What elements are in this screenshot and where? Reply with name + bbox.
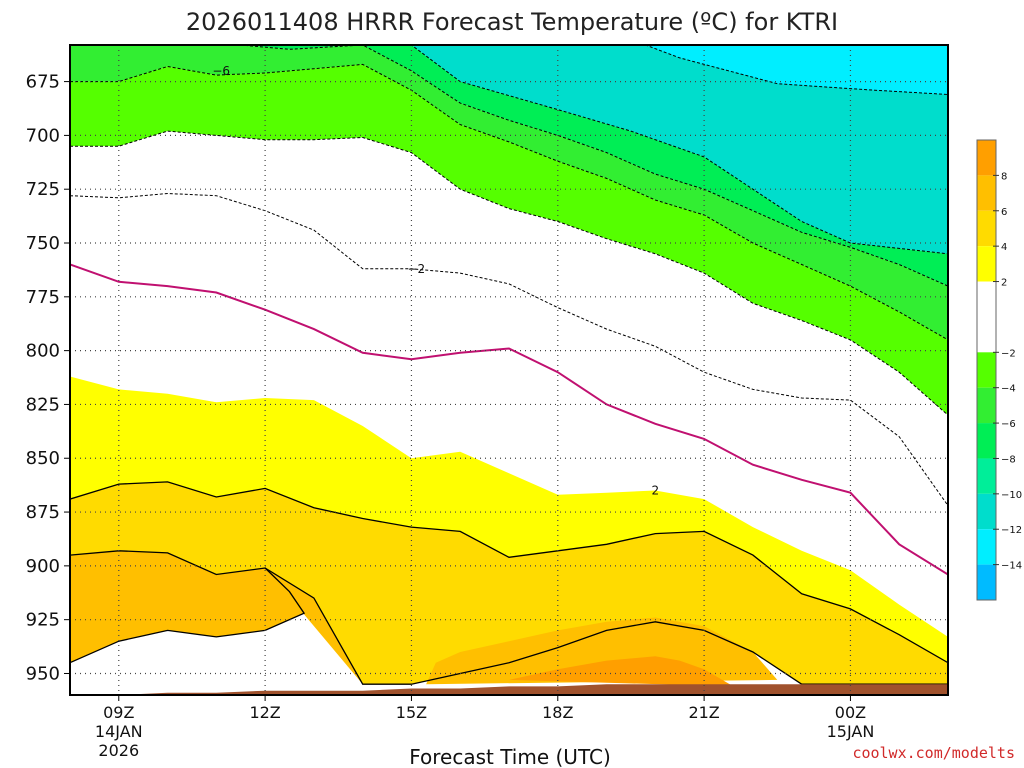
ground-surface: [70, 684, 948, 695]
y-tick-label: 850: [26, 448, 60, 469]
x-tick-label: 12Z: [249, 703, 280, 722]
temp-band-7: [70, 193, 948, 637]
y-tick-label: 675: [26, 72, 60, 93]
contour-line-6: [70, 192, 948, 506]
colorbar-swatch: [977, 493, 996, 530]
colorbar-swatch: [977, 529, 996, 565]
y-tick-label: 925: [26, 610, 60, 631]
plot-grid: [70, 45, 948, 695]
colorbar-tick-label: −4: [1001, 384, 1016, 395]
y-tick-label: 800: [26, 341, 60, 362]
temp-band-9: [70, 481, 948, 685]
temp-band-5: [70, 64, 948, 416]
contour-line-4: [70, 63, 948, 341]
contour-label: −2: [407, 262, 425, 276]
freezing-line: [70, 263, 948, 576]
colorbar-swatch: [977, 423, 996, 459]
colorbar-swatch: [977, 458, 996, 494]
plot-frame: [69, 44, 949, 696]
temp-band-10: [70, 550, 363, 685]
y-tick-label: 950: [26, 663, 60, 684]
colorbar-swatch: [977, 387, 996, 424]
colorbar-tick-label: 8: [1001, 171, 1007, 182]
temp-band-1: [70, 45, 948, 254]
x-tick-label: 15Z: [396, 703, 427, 722]
x-tick-label: 21Z: [688, 703, 719, 722]
colorbar-frame: [976, 139, 997, 601]
x-tick-label: 00Z: [835, 703, 866, 722]
temp-band-8: [70, 376, 948, 663]
colorbar-swatch: [977, 352, 996, 388]
y-tick-label: 775: [26, 287, 60, 308]
y-tick-label: 875: [26, 502, 60, 523]
colorbar-tick-label: 6: [1001, 207, 1007, 218]
y-tick-label: 900: [26, 556, 60, 577]
colorbar-swatch: [977, 564, 996, 600]
colorbar-tick-label: −8: [1001, 454, 1016, 465]
colorbar-tick-label: −14: [1001, 561, 1022, 572]
colorbar: 8 6 4 2 −2 −4 −6 −8 −10 −12 −14: [976, 139, 1022, 601]
contour-labels: −6 −2 2: [212, 64, 660, 498]
contour-line-1: [70, 45, 948, 255]
y-axis: 675 700 725 750 775 800 825 850 875 900 925 950: [26, 72, 70, 684]
colorbar-swatch: [977, 281, 996, 317]
temp-band-6: [70, 131, 948, 506]
x-tick-date: 14JAN: [95, 722, 143, 741]
x-tick-label: 09Z: [103, 703, 134, 722]
y-tick-label: 725: [26, 179, 60, 200]
colorbar-tick-label: −12: [1001, 525, 1022, 536]
temp-band-2: [70, 45, 948, 95]
temp-band-12: [509, 656, 734, 687]
plot-lines: [70, 45, 948, 695]
x-tick-year: 2026: [98, 741, 139, 760]
colorbar-swatch: [977, 210, 996, 247]
y-tick-label: 700: [26, 125, 60, 146]
x-axis-label: Forecast Time (UTC): [409, 745, 611, 768]
contour-label: −6: [212, 64, 230, 78]
chart-title: 2026011408 HRRR Forecast Temperature (ºC…: [186, 8, 838, 36]
colorbar-tick-label: −2: [1001, 348, 1016, 359]
contour-line-10: [70, 567, 306, 664]
colorbar-tick-label: 4: [1001, 242, 1007, 253]
colorbar-swatch: [977, 246, 996, 282]
x-tick-date: 15JAN: [827, 722, 875, 741]
plot-fills: [70, 45, 948, 695]
colorbar-swatch: [977, 316, 996, 353]
colorbar-swatch: [977, 175, 996, 211]
credit-link[interactable]: coolwx.com/modelts: [852, 744, 1015, 762]
contour-line-8: [70, 481, 948, 664]
colorbar-tick-label: 2: [1001, 278, 1007, 289]
contour-line-2: [70, 45, 948, 95]
y-tick-label: 750: [26, 233, 60, 254]
contour-label: 2: [652, 484, 660, 498]
x-tick-label: 18Z: [542, 703, 573, 722]
colorbar-tick-label: −10: [1001, 490, 1022, 501]
y-tick-label: 825: [26, 394, 60, 415]
colorbar-tick-label: −6: [1001, 419, 1016, 430]
colorbar-swatch: [977, 140, 996, 176]
